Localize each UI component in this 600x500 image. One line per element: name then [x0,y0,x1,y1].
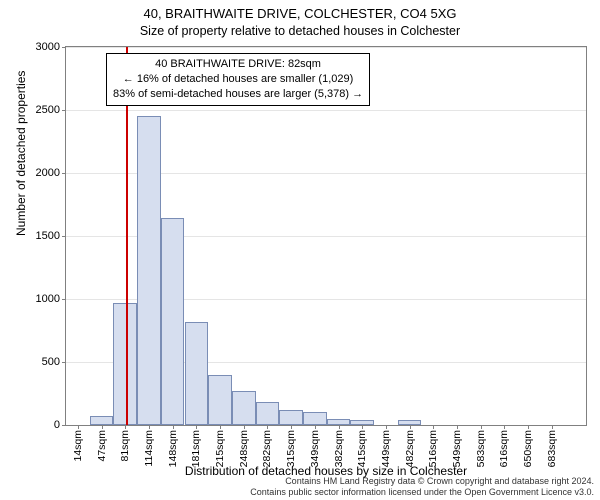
page-title: 40, BRAITHWAITE DRIVE, COLCHESTER, CO4 5… [0,6,600,21]
annotation-box: 40 BRAITHWAITE DRIVE: 82sqm ← 16% of det… [106,53,370,106]
x-tick-label: 683sqm [546,430,558,467]
x-tick-mark [291,425,292,429]
x-tick-mark [433,425,434,429]
y-tick-mark [62,110,66,111]
x-tick-mark [339,425,340,429]
x-tick-label: 650sqm [522,430,534,467]
x-tick-label: 382sqm [333,430,345,467]
x-tick-mark [362,425,363,429]
bar [303,412,327,425]
y-tick-label: 3000 [36,41,60,53]
x-tick-mark [315,425,316,429]
x-tick-mark [78,425,79,429]
x-tick-label: 282sqm [261,430,273,467]
y-axis-label: Number of detached properties [14,71,28,236]
x-tick-label: 549sqm [451,430,463,467]
bar [137,116,161,425]
x-tick-mark [386,425,387,429]
bar [161,218,185,425]
y-tick-label: 500 [42,356,60,368]
x-tick-label: 248sqm [238,430,250,467]
x-tick-label: 349sqm [309,430,321,467]
bar [279,410,303,425]
x-tick-mark [410,425,411,429]
y-tick-mark [62,299,66,300]
x-tick-label: 583sqm [475,430,487,467]
x-tick-label: 148sqm [167,430,179,467]
annotation-line: 40 BRAITHWAITE DRIVE: 82sqm [113,57,363,72]
gridline [66,47,586,48]
x-tick-mark [173,425,174,429]
bar [208,375,232,425]
x-tick-label: 81sqm [119,430,131,462]
y-tick-label: 2000 [36,167,60,179]
y-tick-mark [62,425,66,426]
x-tick-mark [457,425,458,429]
y-tick-label: 1000 [36,293,60,305]
y-tick-mark [62,47,66,48]
annotation-line: 83% of semi-detached houses are larger (… [113,87,363,102]
x-tick-mark [504,425,505,429]
x-tick-mark [125,425,126,429]
x-tick-mark [552,425,553,429]
bar [90,416,114,425]
footer-line: Contains HM Land Registry data © Crown c… [250,476,594,487]
x-tick-label: 415sqm [356,430,368,467]
gridline [66,110,586,111]
plot-area: 05001000150020002500300014sqm47sqm81sqm1… [65,46,587,426]
y-tick-label: 1500 [36,230,60,242]
y-tick-mark [62,236,66,237]
x-tick-mark [481,425,482,429]
x-tick-label: 114sqm [143,430,155,467]
y-tick-mark [62,173,66,174]
bar [256,402,280,425]
y-tick-label: 2500 [36,104,60,116]
bar [232,391,256,425]
chart-container: 40, BRAITHWAITE DRIVE, COLCHESTER, CO4 5… [0,0,600,500]
x-tick-label: 449sqm [380,430,392,467]
y-tick-mark [62,362,66,363]
x-tick-mark [220,425,221,429]
x-tick-label: 315sqm [285,430,297,467]
x-tick-label: 47sqm [96,430,108,462]
x-tick-mark [267,425,268,429]
page-subtitle: Size of property relative to detached ho… [0,24,600,38]
x-tick-mark [528,425,529,429]
x-tick-label: 181sqm [190,430,202,467]
x-tick-label: 14sqm [72,430,84,462]
footer-line: Contains public sector information licen… [250,487,594,498]
x-tick-mark [196,425,197,429]
x-tick-label: 516sqm [427,430,439,467]
x-tick-label: 215sqm [214,430,226,467]
x-tick-label: 616sqm [498,430,510,467]
annotation-line: ← 16% of detached houses are smaller (1,… [113,72,363,87]
bar [185,322,209,425]
x-tick-mark [244,425,245,429]
x-tick-mark [102,425,103,429]
x-tick-label: 482sqm [404,430,416,467]
x-tick-mark [149,425,150,429]
footer-attribution: Contains HM Land Registry data © Crown c… [250,476,594,498]
y-tick-label: 0 [54,419,60,431]
